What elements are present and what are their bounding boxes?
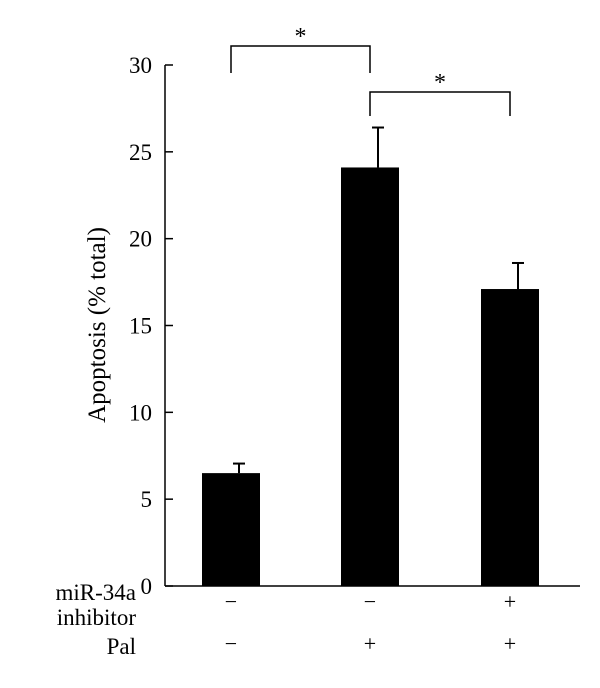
y-tick-label: 15 — [129, 314, 152, 339]
y-tick-label: 30 — [129, 53, 152, 78]
bar — [481, 289, 539, 586]
y-tick-label: 0 — [141, 574, 153, 599]
condition-row-label: inhibitor — [57, 605, 137, 630]
y-axis-label: Apoptosis (% total) — [84, 227, 111, 423]
y-tick-label: 25 — [129, 140, 152, 165]
bars — [202, 167, 539, 587]
bar — [341, 167, 399, 587]
significance-bracket — [369, 91, 511, 116]
error-bars — [233, 126, 524, 474]
y-tick-label: 20 — [129, 227, 152, 252]
bar — [202, 473, 260, 586]
condition-mark: + — [504, 589, 516, 614]
significance-bracket — [230, 45, 371, 73]
condition-row-label: Pal — [107, 634, 136, 659]
y-tick-label: 10 — [129, 400, 152, 425]
condition-mark: − — [225, 631, 237, 656]
condition-row-label: miR-34a — [56, 580, 137, 605]
significance-label: * — [434, 70, 446, 96]
significance-label: * — [295, 24, 307, 50]
condition-mark: − — [225, 589, 237, 614]
condition-mark: + — [364, 631, 376, 656]
condition-mark: − — [364, 589, 376, 614]
y-tick-label: 5 — [141, 487, 153, 512]
condition-mark: + — [504, 631, 516, 656]
significance-brackets: ** — [230, 24, 511, 116]
